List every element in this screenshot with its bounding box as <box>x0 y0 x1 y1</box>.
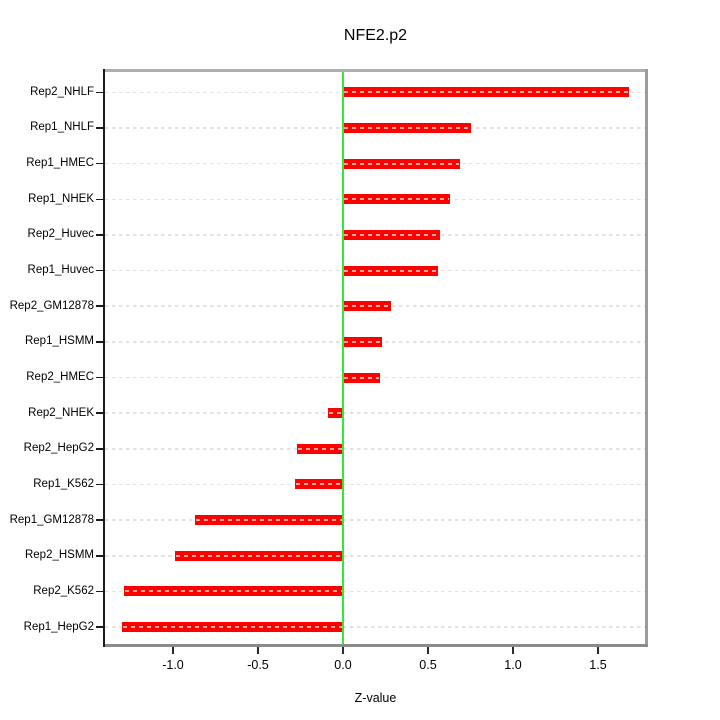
bar-dash-pattern <box>344 269 438 272</box>
bar-dash-pattern <box>344 198 450 201</box>
bar-dash-pattern <box>344 305 390 308</box>
bar <box>195 515 343 526</box>
grid-line <box>105 626 645 628</box>
grid-line <box>105 519 645 521</box>
bar <box>343 122 471 133</box>
bar-dash-pattern <box>175 554 342 557</box>
bar <box>343 372 381 383</box>
y-axis-tick <box>96 590 104 593</box>
y-axis-tick <box>96 626 104 628</box>
x-axis-tick <box>512 647 514 654</box>
y-axis-tick <box>96 162 104 165</box>
panel-border-right <box>645 69 648 647</box>
x-tick-label: 0.0 <box>334 658 352 672</box>
bar-dash-pattern <box>296 483 342 486</box>
x-axis-tick <box>257 647 259 654</box>
x-tick-label: 1.5 <box>589 658 607 672</box>
y-axis-tick <box>96 234 104 236</box>
y-tick-label: Rep1_HSMM <box>24 335 94 348</box>
y-axis-tick <box>96 555 104 557</box>
bar <box>295 479 343 490</box>
panel-border-left <box>103 69 105 647</box>
bar-dash-pattern <box>344 162 460 165</box>
x-axis-tick <box>172 647 174 654</box>
bar <box>327 408 343 419</box>
bar-dash-pattern <box>344 126 470 129</box>
y-tick-label: Rep2_Huvec <box>27 228 94 241</box>
y-tick-label: Rep1_K562 <box>33 477 94 490</box>
y-tick-label: Rep1_HMEC <box>26 157 94 170</box>
bar <box>343 301 391 312</box>
bar <box>297 443 343 454</box>
bar-dash-pattern <box>298 447 342 450</box>
bar-dash-pattern <box>196 519 342 522</box>
y-tick-label: Rep1_GM12878 <box>9 513 94 526</box>
y-tick-label: Rep2_HepG2 <box>23 442 94 455</box>
y-axis-tick <box>96 127 104 129</box>
bar <box>174 550 343 561</box>
y-axis-tick <box>96 198 104 200</box>
x-tick-label: 0.5 <box>419 658 437 672</box>
x-axis-tick <box>342 647 344 654</box>
y-axis-tick <box>96 376 104 379</box>
bar <box>343 194 451 205</box>
y-tick-label: Rep2_HSMM <box>24 549 94 562</box>
y-tick-label: Rep1_Huvec <box>27 264 94 277</box>
y-tick-label: Rep1_HepG2 <box>23 620 94 633</box>
y-axis-tick <box>96 483 104 486</box>
x-axis-label: Z-value <box>354 691 397 705</box>
y-tick-label: Rep1_NHEK <box>28 192 94 205</box>
bar <box>343 87 629 98</box>
y-axis-tick <box>96 448 104 450</box>
bar-dash-pattern <box>123 626 342 629</box>
y-tick-label: Rep2_GM12878 <box>9 299 94 312</box>
zero-line <box>342 72 344 645</box>
grid-line <box>105 483 645 486</box>
bar <box>343 229 440 240</box>
x-axis-tick <box>427 647 429 654</box>
grid-line <box>105 448 645 450</box>
panel-border-bottom <box>103 644 648 647</box>
y-tick-label: Rep1_NHLF <box>30 121 94 134</box>
bar-dash-pattern <box>344 376 380 379</box>
y-axis-tick <box>96 412 104 414</box>
x-axis-tick <box>597 647 599 654</box>
grid-line <box>105 555 645 557</box>
x-tick-label: -0.5 <box>247 658 269 672</box>
y-axis-tick <box>96 519 104 521</box>
y-tick-label: Rep2_NHLF <box>30 85 94 98</box>
y-tick-label: Rep2_HMEC <box>26 371 94 383</box>
bar <box>123 586 343 597</box>
y-axis-tick <box>96 305 104 307</box>
grid-line <box>105 590 645 593</box>
x-tick-label: 1.0 <box>504 658 522 672</box>
y-axis-tick <box>96 91 104 94</box>
bar <box>343 158 461 169</box>
bar-dash-pattern <box>344 340 382 343</box>
bar <box>343 336 383 347</box>
chart-title: NFE2.p2 <box>343 27 408 44</box>
y-axis-tick <box>96 269 104 272</box>
y-axis-tick <box>96 341 104 343</box>
y-tick-label: Rep2_NHEK <box>28 406 94 419</box>
bar <box>343 265 439 276</box>
bar <box>122 622 343 633</box>
bar-dash-pattern <box>328 412 342 415</box>
bar-dash-pattern <box>124 590 342 593</box>
grid-line <box>105 412 645 414</box>
bar-dash-pattern <box>344 233 439 236</box>
bar-dash-pattern <box>344 91 628 94</box>
x-tick-label: -1.0 <box>162 658 184 672</box>
y-tick-label: Rep2_K562 <box>33 584 94 597</box>
panel-border-top <box>103 69 648 72</box>
